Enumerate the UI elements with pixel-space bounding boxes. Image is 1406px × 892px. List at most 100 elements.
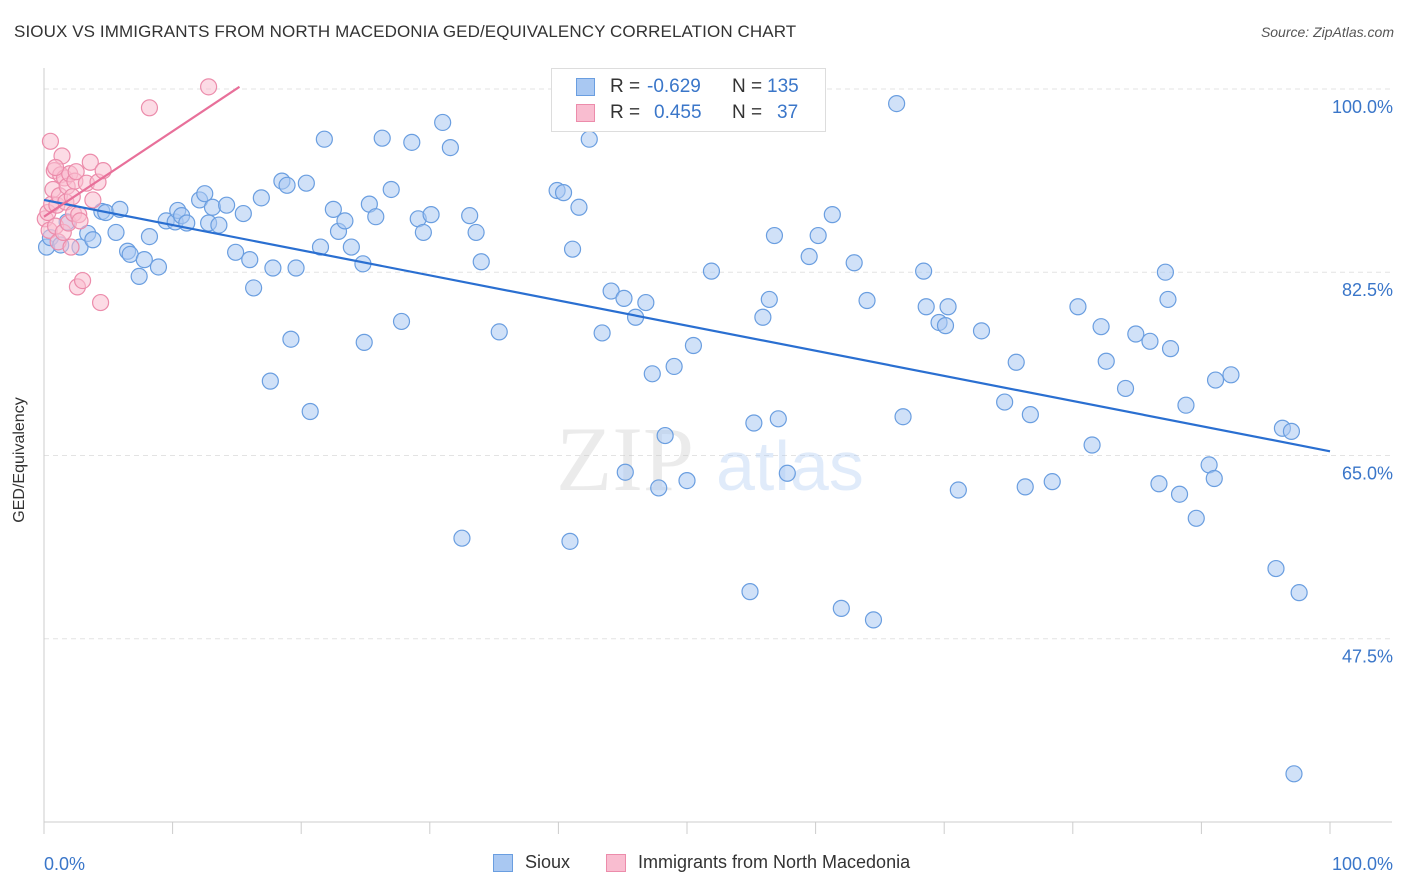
r-label: R = bbox=[610, 76, 641, 97]
sioux-point bbox=[580, 130, 598, 148]
macedonia-point bbox=[46, 158, 65, 177]
sioux-point bbox=[888, 95, 906, 113]
correlation-legend: R = -0.629 N = 135 R = 0.455 N = 37 bbox=[551, 68, 826, 132]
sioux-point bbox=[637, 293, 655, 312]
sioux-point bbox=[845, 254, 863, 272]
sioux-point bbox=[403, 133, 421, 151]
macedonia-point bbox=[62, 238, 80, 256]
sioux-r-value: -0.629 bbox=[647, 76, 701, 97]
y-axis-label: GED/Equivalency bbox=[11, 397, 28, 523]
trend-lines bbox=[43, 85, 1331, 453]
sioux-point bbox=[467, 223, 485, 242]
sioux-point bbox=[1007, 353, 1025, 371]
sioux-point bbox=[1069, 298, 1087, 316]
gridlines bbox=[44, 88, 1392, 640]
sioux-point bbox=[915, 262, 933, 280]
macedonia-points bbox=[36, 78, 218, 312]
sioux-point bbox=[593, 324, 611, 342]
axes bbox=[43, 68, 1392, 834]
sioux-point bbox=[678, 472, 696, 490]
sioux-point bbox=[1161, 340, 1180, 358]
sioux-point bbox=[342, 238, 360, 256]
chart-title: SIOUX VS IMMIGRANTS FROM NORTH MACEDONIA… bbox=[14, 22, 797, 41]
sioux-point bbox=[261, 372, 279, 390]
sioux-point bbox=[643, 365, 661, 383]
sioux-point bbox=[278, 176, 296, 194]
sioux-point bbox=[1282, 422, 1301, 440]
macedonia-swatch bbox=[576, 104, 595, 122]
sioux-point bbox=[441, 138, 459, 157]
macedonia-point bbox=[140, 99, 159, 117]
sioux-point bbox=[760, 290, 778, 309]
sioux-point bbox=[1083, 436, 1101, 454]
sioux-point bbox=[1097, 352, 1115, 370]
sioux-point bbox=[939, 298, 957, 316]
sioux-point bbox=[355, 333, 373, 351]
macedonia-legend-label: Immigrants from North Macedonia bbox=[638, 852, 911, 872]
macedonia-point bbox=[91, 293, 110, 312]
sioux-point bbox=[1206, 371, 1225, 389]
sioux-point bbox=[554, 184, 573, 202]
sioux-legend-label: Sioux bbox=[525, 852, 571, 872]
sioux-point bbox=[1092, 318, 1110, 336]
sioux-point bbox=[1267, 559, 1285, 578]
sioux-point bbox=[130, 267, 148, 285]
sioux-point bbox=[1016, 478, 1034, 496]
sioux-trend-line bbox=[43, 198, 1331, 453]
sioux-point bbox=[602, 282, 620, 300]
y-tick-label: 47.5% bbox=[1342, 647, 1393, 667]
n-label: N = bbox=[732, 76, 763, 97]
sioux-point bbox=[287, 259, 305, 277]
sioux-point bbox=[1170, 485, 1189, 503]
sioux-point bbox=[1127, 325, 1145, 343]
sioux-point bbox=[858, 291, 876, 310]
sioux-point bbox=[382, 180, 400, 199]
sioux-point bbox=[949, 481, 967, 499]
macedonia-n-value: 37 bbox=[777, 102, 799, 123]
sioux-point bbox=[203, 198, 222, 216]
sioux-point bbox=[665, 357, 683, 376]
sioux-point bbox=[894, 408, 912, 426]
sioux-point bbox=[297, 174, 315, 192]
sioux-point bbox=[252, 189, 270, 207]
sioux-point bbox=[1141, 332, 1159, 350]
sioux-swatch bbox=[576, 78, 595, 96]
sioux-legend-swatch bbox=[493, 854, 513, 872]
sioux-point bbox=[1150, 475, 1168, 493]
macedonia-point bbox=[73, 271, 92, 290]
sioux-point bbox=[1187, 509, 1205, 527]
macedonia-point bbox=[67, 163, 85, 181]
sioux-point bbox=[107, 223, 125, 242]
sioux-point bbox=[135, 251, 153, 269]
macedonia-point bbox=[81, 153, 99, 171]
macedonia-r-value: 0.455 bbox=[654, 102, 702, 123]
sioux-point bbox=[1159, 290, 1177, 309]
sioux-point bbox=[800, 247, 818, 266]
y-tick-label: 82.5% bbox=[1342, 280, 1393, 300]
sioux-point bbox=[367, 208, 385, 226]
macedonia-trend-line bbox=[43, 85, 241, 218]
macedonia-point bbox=[84, 191, 102, 209]
sioux-point bbox=[149, 258, 168, 276]
source-label: Source: ZipAtlas.com bbox=[1260, 24, 1394, 40]
sioux-points bbox=[37, 95, 1308, 783]
sioux-point bbox=[461, 207, 479, 225]
sioux-point bbox=[1290, 584, 1308, 602]
sioux-point bbox=[434, 113, 452, 132]
sioux-point bbox=[754, 308, 772, 326]
sioux-point bbox=[656, 426, 674, 445]
sioux-point bbox=[823, 206, 841, 224]
sioux-point bbox=[210, 216, 228, 234]
sioux-point bbox=[241, 251, 259, 269]
macedonia-point bbox=[71, 212, 89, 230]
sioux-point bbox=[234, 204, 252, 223]
sioux-point bbox=[373, 129, 391, 147]
sioux-point bbox=[472, 253, 490, 271]
sioux-point bbox=[864, 611, 883, 629]
sioux-point bbox=[422, 206, 440, 224]
sioux-point bbox=[1205, 469, 1223, 488]
sioux-point bbox=[741, 583, 759, 601]
sioux-point bbox=[778, 464, 796, 482]
sioux-point bbox=[684, 336, 703, 355]
sioux-point bbox=[301, 402, 319, 421]
